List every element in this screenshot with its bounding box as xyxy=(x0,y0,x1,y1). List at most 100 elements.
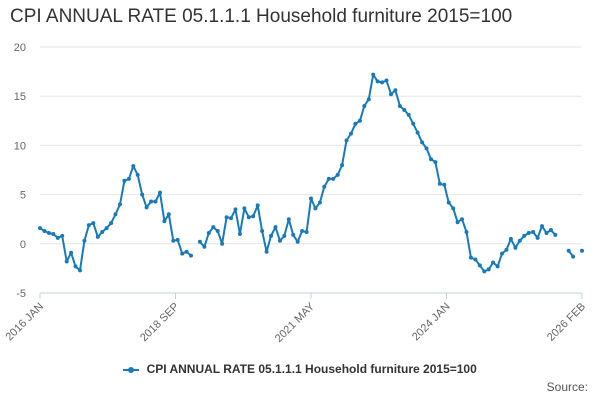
data-point[interactable] xyxy=(300,229,305,233)
data-point[interactable] xyxy=(122,178,127,183)
data-point[interactable] xyxy=(335,172,340,177)
data-point[interactable] xyxy=(189,253,193,258)
data-point[interactable] xyxy=(118,202,122,207)
data-point[interactable] xyxy=(340,163,345,168)
data-point[interactable] xyxy=(304,230,309,234)
data-point[interactable] xyxy=(260,229,265,233)
data-point[interactable] xyxy=(251,214,256,219)
data-point[interactable] xyxy=(384,78,389,83)
data-point[interactable] xyxy=(215,229,220,233)
data-point[interactable] xyxy=(508,236,513,241)
data-point[interactable] xyxy=(544,231,549,235)
data-point[interactable] xyxy=(211,225,216,230)
data-point[interactable] xyxy=(455,220,460,225)
data-point[interactable] xyxy=(353,121,358,126)
data-point[interactable] xyxy=(380,80,385,85)
data-point[interactable] xyxy=(109,221,114,226)
data-point[interactable] xyxy=(126,176,131,181)
data-point[interactable] xyxy=(175,237,180,242)
data-point[interactable] xyxy=(277,238,282,243)
data-point[interactable] xyxy=(64,259,69,264)
data-point[interactable] xyxy=(78,268,82,273)
data-point[interactable] xyxy=(180,251,185,256)
data-point[interactable] xyxy=(553,232,558,237)
data-point[interactable] xyxy=(291,232,296,237)
data-point[interactable] xyxy=(322,184,327,189)
data-point[interactable] xyxy=(482,269,487,274)
data-point[interactable] xyxy=(153,199,158,204)
data-point[interactable] xyxy=(295,239,300,244)
data-point[interactable] xyxy=(424,146,429,151)
data-point[interactable] xyxy=(255,203,260,208)
data-point[interactable] xyxy=(202,244,207,249)
data-point[interactable] xyxy=(42,229,47,233)
data-point[interactable] xyxy=(331,176,336,181)
data-point[interactable] xyxy=(491,260,496,265)
data-point[interactable] xyxy=(51,232,56,236)
data-point[interactable] xyxy=(197,239,202,244)
data-point[interactable] xyxy=(206,231,211,235)
data-point[interactable] xyxy=(362,104,367,108)
data-point[interactable] xyxy=(273,225,278,230)
data-point[interactable] xyxy=(402,108,407,112)
data-point[interactable] xyxy=(522,233,527,238)
data-point[interactable] xyxy=(349,131,353,136)
data-point[interactable] xyxy=(166,212,171,217)
data-point[interactable] xyxy=(286,217,291,222)
data-point[interactable] xyxy=(100,230,105,234)
data-point[interactable] xyxy=(437,181,442,186)
data-point[interactable] xyxy=(371,72,376,77)
data-point[interactable] xyxy=(535,235,540,240)
data-point[interactable] xyxy=(411,121,416,126)
data-point[interactable] xyxy=(357,118,362,123)
data-point[interactable] xyxy=(513,245,518,250)
data-point[interactable] xyxy=(140,192,145,197)
data-point[interactable] xyxy=(38,226,42,231)
data-point[interactable] xyxy=(464,230,469,234)
data-point[interactable] xyxy=(446,200,451,205)
data-point[interactable] xyxy=(55,235,60,240)
data-point[interactable] xyxy=(229,216,233,221)
data-point[interactable] xyxy=(548,228,553,232)
data-point[interactable] xyxy=(580,248,584,253)
data-point[interactable] xyxy=(442,182,447,187)
data-point[interactable] xyxy=(429,157,433,162)
data-point[interactable] xyxy=(104,226,109,231)
data-point[interactable] xyxy=(313,206,318,211)
data-point[interactable] xyxy=(149,199,154,204)
data-point[interactable] xyxy=(540,224,544,229)
data-point[interactable] xyxy=(495,264,500,269)
data-point[interactable] xyxy=(397,104,402,108)
data-point[interactable] xyxy=(420,140,425,145)
data-point[interactable] xyxy=(246,215,251,220)
data-point[interactable] xyxy=(477,263,482,268)
data-point[interactable] xyxy=(317,200,322,205)
data-point[interactable] xyxy=(566,248,571,253)
data-point[interactable] xyxy=(473,257,478,262)
data-point[interactable] xyxy=(433,160,438,165)
data-point[interactable] xyxy=(451,206,456,211)
data-point[interactable] xyxy=(500,251,504,256)
data-point[interactable] xyxy=(158,190,162,195)
data-point[interactable] xyxy=(46,231,51,235)
data-point[interactable] xyxy=(344,138,349,143)
data-point[interactable] xyxy=(486,267,491,272)
data-point[interactable] xyxy=(309,196,313,201)
data-point[interactable] xyxy=(82,238,87,243)
data-point[interactable] xyxy=(415,130,420,135)
data-point[interactable] xyxy=(86,223,91,228)
data-point[interactable] xyxy=(91,221,96,226)
data-point[interactable] xyxy=(131,164,136,169)
data-point[interactable] xyxy=(242,206,247,211)
data-point[interactable] xyxy=(282,233,287,238)
data-point[interactable] xyxy=(375,79,380,84)
data-point[interactable] xyxy=(526,231,531,235)
data-point[interactable] xyxy=(237,232,242,236)
data-point[interactable] xyxy=(389,92,393,97)
data-point[interactable] xyxy=(113,212,118,217)
data-point[interactable] xyxy=(326,176,331,181)
data-point[interactable] xyxy=(220,241,225,246)
data-point[interactable] xyxy=(517,238,522,243)
data-point[interactable] xyxy=(264,249,269,254)
data-point[interactable] xyxy=(144,205,149,210)
